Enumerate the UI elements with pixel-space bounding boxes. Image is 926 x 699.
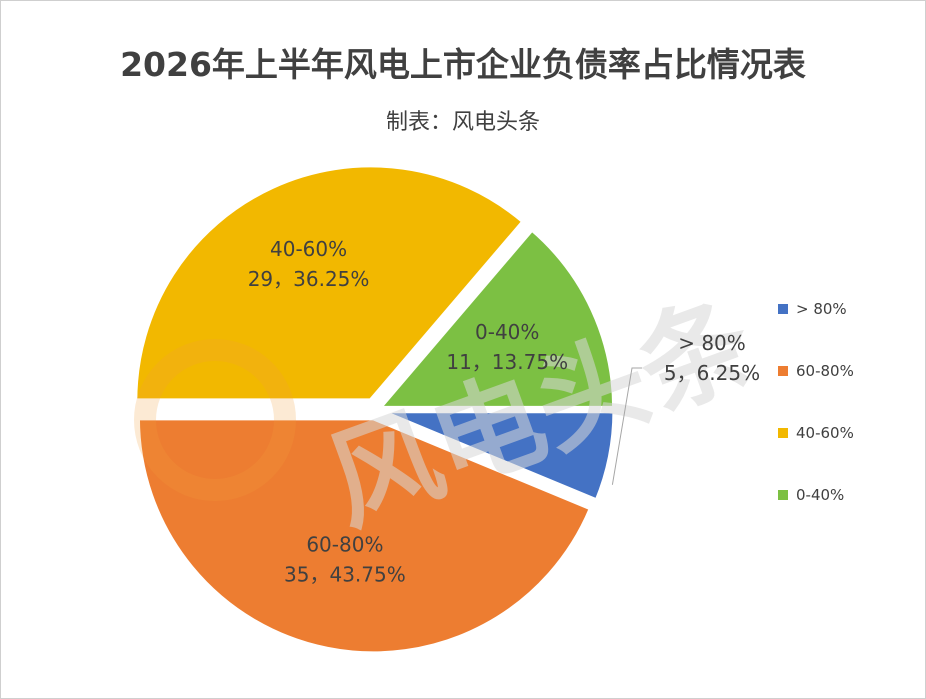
watermark-logo-icon [134, 339, 296, 501]
slice-label-name-60-80: 60-80% [306, 532, 383, 556]
legend-label-80: > 80% [796, 300, 847, 318]
slice-labels: > 80% 5，6.25% 60-80% 35，43.75% 40-60% 29，36.2… [248, 237, 760, 586]
slice-label-name-0-40: 0-40% [475, 320, 539, 344]
legend-swatch-0-40 [778, 490, 788, 500]
slice-label-name-40-60: 40-60% [270, 237, 347, 261]
legend-swatch-80 [778, 304, 788, 314]
legend-swatch-40-60 [778, 428, 788, 438]
pie-slice-60-80 [134, 415, 595, 657]
slice-label-value-60-80: 35，43.75% [284, 562, 406, 586]
legend: > 80% 60-80% 40-60% 0-40% [778, 300, 854, 504]
slice-label-value-80: 5，6.25% [664, 361, 760, 385]
slice-label-name-80: > 80% [678, 331, 746, 355]
pie-slice-40-60 [132, 162, 528, 404]
leader-line-80 [611, 367, 642, 485]
legend-swatch-60-80 [778, 366, 788, 376]
pie-slice-80 [377, 408, 618, 505]
chart-title: 2026年上半年风电上市企业负债率占比情况表 [120, 45, 806, 84]
legend-label-40-60: 40-60% [796, 424, 854, 442]
slice-label-value-40-60: 29，36.25% [248, 267, 370, 291]
chart-subtitle: 制表：风电头条 [385, 110, 540, 135]
pie-slices [132, 162, 618, 657]
slice-label-value-0-40: 11，13.75% [446, 350, 568, 374]
pie-slice-0-40 [373, 225, 618, 411]
legend-label-60-80: 60-80% [796, 362, 854, 380]
legend-label-0-40: 0-40% [796, 486, 844, 504]
